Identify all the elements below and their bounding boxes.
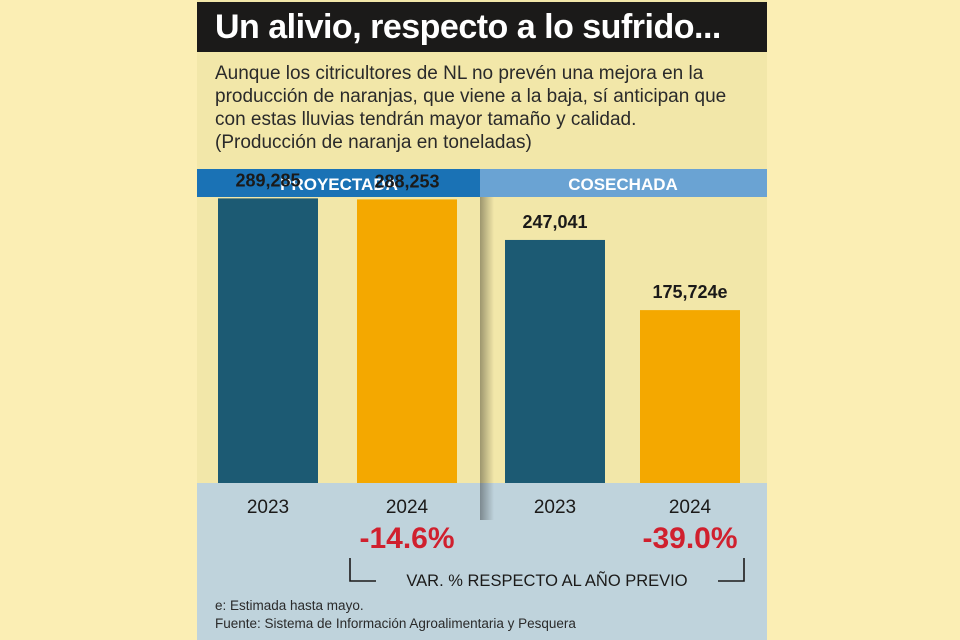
bar-cosechada-2023: [505, 239, 605, 483]
category-label-cosechada-2024: 2024: [669, 497, 712, 518]
change-caption: VAR. % RESPECTO AL AÑO PREVIO: [406, 570, 687, 590]
page-title: Un alivio, respecto a lo sufrido...: [215, 8, 721, 46]
value-label-proyectada-2023: 289,285: [235, 170, 300, 190]
bar-chart: PROYECTADA COSECHADA 289,285 288,253 247…: [197, 169, 767, 640]
group-divider-shadow: [480, 196, 494, 520]
bar-proyectada-2023: [218, 198, 318, 484]
infographic-card: Un alivio, respecto a lo sufrido... Aunq…: [197, 0, 767, 640]
group-header-proyectada: [197, 169, 480, 197]
category-label-proyectada-2024: 2024: [386, 497, 429, 518]
subtitle-line: con estas lluvias tendrán mayor tamaño y…: [215, 109, 637, 130]
subtitle-line: (Producción de naranja en toneladas): [215, 132, 532, 153]
footnote-estimate: e: Estimada hasta mayo.: [215, 598, 364, 613]
change-label-cosechada: -39.0%: [642, 522, 737, 555]
source-note: Fuente: Sistema de Información Agroalime…: [215, 616, 576, 631]
group-header-cosechada: [480, 169, 767, 197]
group-label-proyectada: PROYECTADA: [280, 175, 398, 194]
value-label-proyectada-2024: 288,253: [374, 171, 439, 191]
category-label-proyectada-2023: 2023: [247, 497, 289, 518]
value-label-cosechada-2023: 247,041: [522, 212, 587, 232]
group-label-cosechada: COSECHADA: [568, 175, 678, 194]
bar-cosechada-2024: [640, 310, 740, 483]
value-label-cosechada-2024: 175,724e: [652, 282, 727, 302]
subtitle: Aunque los citricultores de NL no prevén…: [215, 62, 760, 154]
bar-proyectada-2024: [357, 199, 457, 484]
subtitle-line: Aunque los citricultores de NL no prevén…: [215, 63, 704, 84]
title-bar: Un alivio, respecto a lo sufrido...: [197, 2, 767, 52]
subtitle-line: producción de naranjas, que viene a la b…: [215, 86, 727, 107]
category-label-cosechada-2023: 2023: [534, 497, 576, 518]
change-bracket: [349, 558, 745, 582]
change-label-proyectada: -14.6%: [359, 522, 454, 555]
